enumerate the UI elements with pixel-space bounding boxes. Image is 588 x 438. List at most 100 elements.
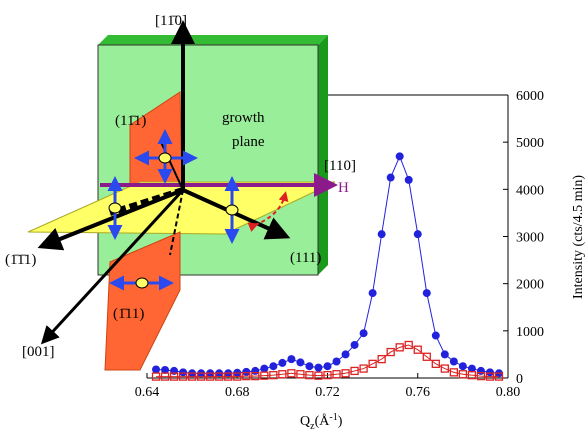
label: [110] <box>324 158 356 174</box>
point <box>260 371 269 380</box>
point <box>242 367 251 376</box>
point <box>467 371 477 380</box>
x-label-part: ) <box>338 414 343 429</box>
y-tick-label: 2000 <box>516 278 544 293</box>
x-label-part: -1 <box>329 412 337 423</box>
point <box>386 173 395 182</box>
point <box>251 366 260 375</box>
point <box>323 362 332 371</box>
point <box>269 362 278 371</box>
point <box>395 152 404 161</box>
point <box>242 371 251 381</box>
label: growth <box>222 110 265 126</box>
plot: 0 1000 2000 3000 4000 5000 6000 0.64 0.68 0.72 0.7… <box>135 89 586 432</box>
point <box>278 370 287 379</box>
y-tick-label: 3000 <box>516 231 544 246</box>
point <box>350 340 359 349</box>
point <box>196 372 206 381</box>
point <box>187 372 197 381</box>
point <box>440 364 449 373</box>
x-label-part: (Å <box>315 413 331 429</box>
label: plane <box>232 134 265 150</box>
point <box>314 363 323 372</box>
point <box>341 369 350 378</box>
point <box>269 371 278 380</box>
point <box>296 370 305 379</box>
y-tick-label: 6000 <box>516 89 544 104</box>
plane-edge <box>98 35 328 45</box>
point <box>449 357 458 366</box>
label: [001] <box>22 344 55 360</box>
x-tick-label: 0.80 <box>496 385 521 400</box>
normal <box>109 187 184 216</box>
point <box>422 289 431 298</box>
y-tick-label: 0 <box>516 372 523 387</box>
rotation-arrow <box>247 191 289 232</box>
point <box>377 354 386 364</box>
point <box>458 362 467 371</box>
point <box>485 368 494 377</box>
y-tick-label: 1000 <box>516 325 544 340</box>
point <box>296 358 305 367</box>
normal <box>169 189 184 256</box>
point <box>179 368 188 377</box>
x-tick-label: 0.72 <box>315 385 340 400</box>
label: (11̄1) <box>115 113 146 129</box>
point <box>359 364 368 373</box>
point <box>278 358 287 367</box>
point <box>413 230 422 239</box>
point <box>151 372 161 381</box>
point <box>440 350 449 359</box>
point <box>323 371 332 380</box>
x-label-part: z <box>310 421 315 432</box>
point <box>431 359 440 369</box>
point <box>305 362 314 371</box>
x-axis-label: Qz(Å-1) <box>300 412 343 432</box>
point <box>494 372 504 381</box>
label: (111) <box>290 250 321 266</box>
label: (1̄11) <box>113 306 144 322</box>
point <box>206 372 215 381</box>
point <box>332 370 341 379</box>
point <box>287 369 296 378</box>
point <box>178 372 188 381</box>
x-label-part: Q <box>300 414 310 429</box>
x-tick-label: 0.68 <box>225 385 250 400</box>
point <box>431 331 440 340</box>
point <box>160 372 170 381</box>
point <box>449 368 459 377</box>
point <box>332 357 341 366</box>
point <box>404 340 413 350</box>
point <box>422 352 431 361</box>
x-tick-label: 0.64 <box>135 385 160 400</box>
diagram: [11̄0] (11̄1) growth plane [110] H (1̄1̄… <box>5 13 356 371</box>
label: [11̄0] <box>155 13 187 29</box>
point <box>341 350 350 359</box>
atoms <box>108 152 239 289</box>
point <box>233 372 242 381</box>
point <box>287 355 296 364</box>
point <box>386 347 395 357</box>
point <box>485 372 495 381</box>
y-tick-label: 5000 <box>516 136 544 151</box>
point <box>359 329 368 338</box>
point <box>161 365 170 374</box>
point <box>215 372 224 381</box>
point <box>377 230 386 239</box>
point <box>314 371 323 380</box>
point <box>169 372 179 381</box>
point <box>368 289 377 298</box>
y-axis-label: Intensity (cts/4.5 min) <box>571 175 586 299</box>
point <box>467 364 476 373</box>
y-tick-label: 4000 <box>516 183 544 198</box>
point <box>224 372 233 381</box>
point <box>152 365 161 374</box>
point <box>350 366 359 376</box>
label: H <box>338 180 349 196</box>
point <box>395 343 404 352</box>
axis-arrow <box>40 188 185 345</box>
point <box>413 345 422 354</box>
point <box>305 371 314 380</box>
